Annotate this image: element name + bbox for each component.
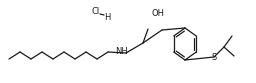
Text: H: H xyxy=(104,14,110,22)
Text: OH: OH xyxy=(152,9,165,19)
Text: Cl: Cl xyxy=(92,6,100,16)
Text: NH: NH xyxy=(116,47,128,57)
Text: S: S xyxy=(211,53,217,62)
